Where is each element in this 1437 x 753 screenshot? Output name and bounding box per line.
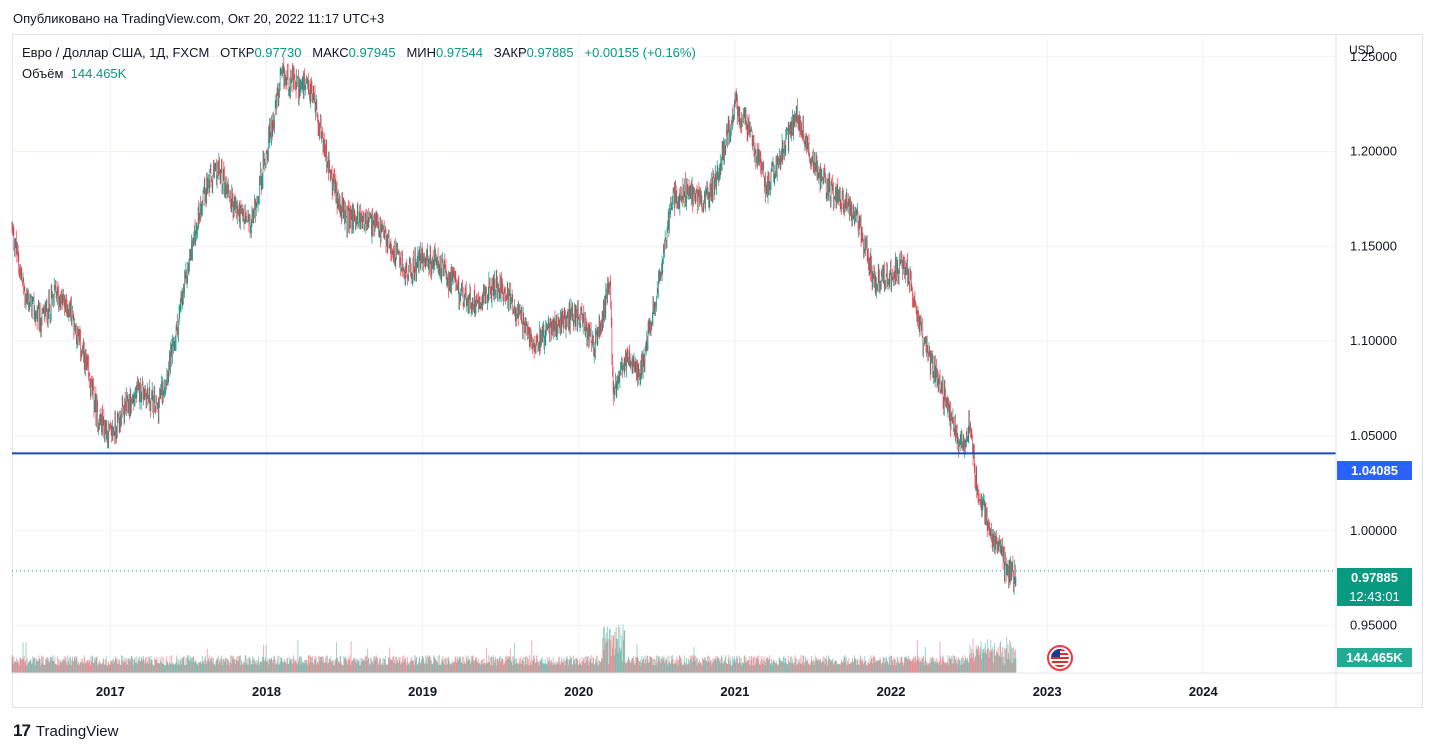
y-tick-label: 1.10000	[1350, 333, 1397, 348]
close-value: 0.97885	[526, 45, 574, 60]
volume-badge: 144.465K	[1337, 648, 1412, 667]
y-tick-label: 1.20000	[1350, 144, 1397, 159]
open-value: 0.97730	[254, 45, 302, 60]
published-caption: Опубликовано на TradingView.com, Окт 20,…	[13, 11, 385, 26]
last-price-badge: 0.97885	[1337, 568, 1412, 587]
x-tick-label: 2020	[564, 684, 593, 699]
time-axis: 2017 2018 2019 2020 2021 2022 2023 2024	[12, 672, 1422, 699]
brand-name: TradingView	[35, 722, 119, 740]
symbol-title[interactable]: Евро / Доллар США, 1Д, FXCM	[22, 45, 210, 60]
countdown-badge: 12:43:01	[1337, 587, 1412, 606]
footer-brand[interactable]: 17 TradingView	[13, 721, 118, 741]
candles	[11, 57, 1017, 595]
us-flag-event-icon[interactable]	[1046, 644, 1074, 672]
high-value: 0.97945	[348, 45, 396, 60]
close-label: ЗАКР	[493, 45, 527, 60]
x-tick-label: 2024	[1189, 684, 1219, 699]
change-value: +0.00155 (+0.16%)	[584, 45, 696, 60]
x-tick-label: 2022	[877, 684, 906, 699]
chart-frame	[12, 34, 1423, 708]
currency-unit[interactable]: USD	[1349, 43, 1375, 57]
x-tick-label: 2023	[1033, 684, 1062, 699]
x-tick-label: 2017	[96, 684, 125, 699]
hline-badge[interactable]: 1.04085	[1337, 461, 1412, 480]
ohlc-legend: Евро / Доллар США, 1Д, FXCM ОТКР0.97730 …	[22, 45, 696, 60]
y-tick-label: 1.05000	[1350, 428, 1397, 443]
low-label: МИН	[406, 45, 437, 60]
open-label: ОТКР	[220, 45, 255, 60]
x-tick-label: 2021	[720, 684, 749, 699]
volume-value: 144.465K	[70, 66, 127, 81]
y-tick-label: 1.00000	[1350, 523, 1397, 538]
x-tick-label: 2018	[252, 684, 281, 699]
volume-legend: Объём 144.465K	[22, 66, 126, 81]
x-tick-label: 2019	[408, 684, 437, 699]
grid-lines	[12, 34, 1336, 673]
price-axis: 0.95000 1.00000 1.05000 1.10000 1.15000 1.200…	[1335, 34, 1397, 707]
y-tick-label: 1.15000	[1350, 238, 1397, 253]
high-label: МАКС	[312, 45, 349, 60]
volume-bars	[11, 624, 1017, 673]
low-value: 0.97544	[436, 45, 484, 60]
tradingview-logo-icon: 17	[13, 721, 31, 740]
volume-label: Объём	[22, 66, 64, 81]
y-tick-label: 1.25000	[1350, 49, 1397, 64]
y-tick-label: 0.95000	[1350, 618, 1397, 633]
overlays	[12, 452, 1336, 572]
